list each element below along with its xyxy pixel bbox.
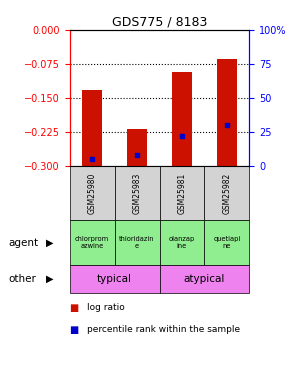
Bar xyxy=(70,166,115,220)
Text: atypical: atypical xyxy=(184,274,225,284)
Bar xyxy=(204,220,249,266)
Text: ■: ■ xyxy=(70,303,79,312)
Bar xyxy=(115,220,160,266)
Bar xyxy=(217,58,237,166)
Bar xyxy=(160,266,249,292)
Text: agent: agent xyxy=(9,238,39,248)
Bar xyxy=(82,90,102,166)
Bar xyxy=(204,166,249,220)
Bar xyxy=(115,166,160,220)
Text: olanzap
ine: olanzap ine xyxy=(169,236,195,249)
Bar xyxy=(127,129,147,166)
Bar xyxy=(160,220,204,266)
Text: thioridazin
e: thioridazin e xyxy=(119,236,155,249)
Bar xyxy=(70,220,115,266)
Title: GDS775 / 8183: GDS775 / 8183 xyxy=(112,16,207,29)
Text: ▶: ▶ xyxy=(46,274,54,284)
Text: typical: typical xyxy=(97,274,132,284)
Text: GSM25982: GSM25982 xyxy=(222,172,231,213)
Bar xyxy=(70,266,160,292)
Text: GSM25981: GSM25981 xyxy=(177,172,186,213)
Bar xyxy=(160,166,204,220)
Text: quetiapi
ne: quetiapi ne xyxy=(213,236,240,249)
Text: ■: ■ xyxy=(70,325,79,335)
Text: log ratio: log ratio xyxy=(87,303,125,312)
Text: other: other xyxy=(9,274,37,284)
Text: ▶: ▶ xyxy=(46,238,54,248)
Text: GSM25983: GSM25983 xyxy=(133,172,142,214)
Text: percentile rank within the sample: percentile rank within the sample xyxy=(87,326,240,334)
Text: GSM25980: GSM25980 xyxy=(88,172,97,214)
Bar xyxy=(172,72,192,166)
Text: chlorprom
azwine: chlorprom azwine xyxy=(75,236,109,249)
